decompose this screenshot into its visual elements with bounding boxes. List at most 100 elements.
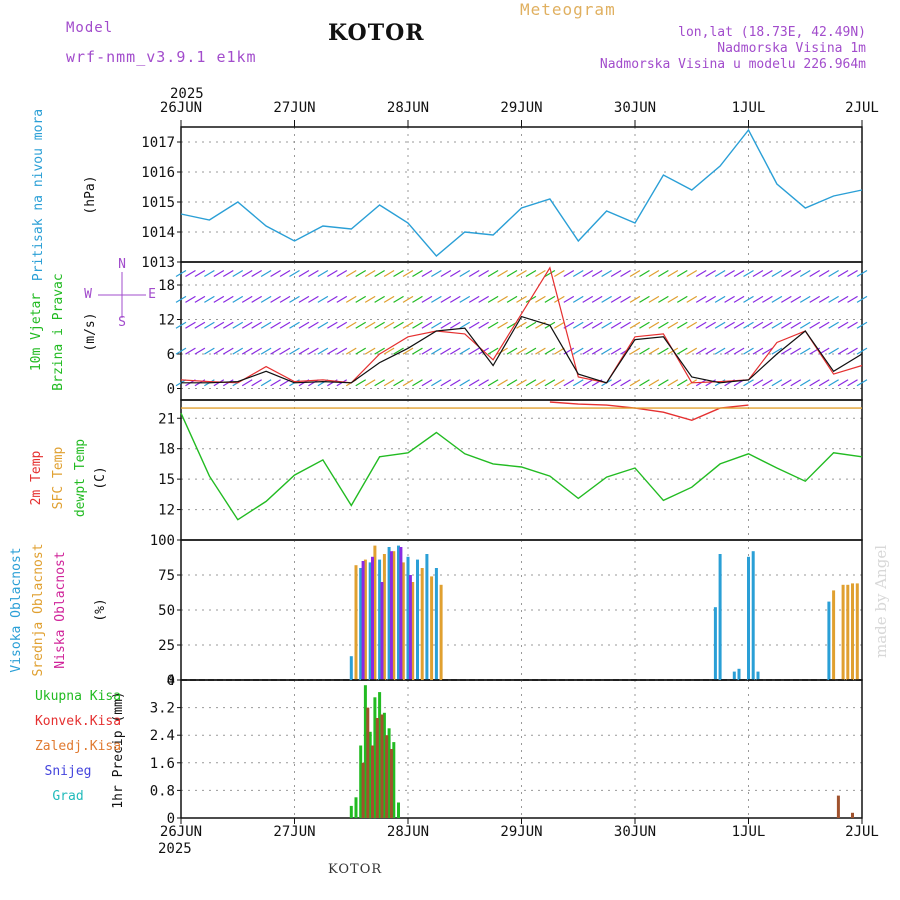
wind-barb — [355, 269, 367, 278]
wind-barb — [204, 269, 215, 278]
bar-visoka-oblacnost — [406, 556, 410, 680]
bar-srednja-oblacnost — [439, 584, 443, 680]
wind-barb — [582, 269, 594, 278]
wind-barb — [676, 321, 688, 329]
wind-barb — [279, 321, 291, 329]
wind-barb — [308, 347, 319, 355]
wind-barb — [431, 269, 442, 278]
y-tick-label: 1013 — [141, 255, 175, 271]
wind-barb — [695, 347, 707, 355]
bar-konvek-kisa — [371, 745, 374, 818]
bar-visoka-oblacnost — [732, 671, 736, 680]
y-tick-label: 25 — [158, 638, 175, 654]
wind-barb — [724, 295, 735, 303]
wind-barb — [241, 269, 253, 278]
wind-barb — [572, 269, 584, 278]
wind-barb — [733, 269, 745, 278]
y-tick-label: 0 — [167, 382, 175, 398]
wind-barb — [298, 321, 310, 329]
wind-barb — [771, 295, 783, 303]
wind-barb — [847, 379, 858, 387]
wind-barb — [818, 321, 830, 329]
wind-barb — [535, 295, 546, 303]
wind-barb — [194, 269, 206, 278]
wind-barb — [393, 347, 404, 355]
panel-temperature: 12 15 18 21 — [158, 399, 863, 541]
wind-barb — [478, 321, 489, 329]
bar-konvek-kisa — [366, 707, 370, 818]
wind-barb — [743, 321, 754, 329]
wind-barb — [601, 269, 612, 278]
x-tick-label-top: 30JUN — [614, 100, 656, 116]
wind-barb — [222, 295, 234, 303]
wind-barb — [478, 269, 489, 278]
wind-barb — [563, 379, 575, 387]
wind-barb — [175, 321, 187, 329]
bar-konvek-kisa — [389, 749, 393, 818]
bar-srednja-oblacnost — [411, 582, 415, 680]
wind-barb — [554, 295, 565, 303]
wind-dir-w: W — [84, 287, 92, 302]
legend-precip-snijeg: Snijeg — [45, 764, 92, 779]
wind-barb — [799, 379, 811, 387]
footer-title: KOTOR — [328, 862, 383, 877]
y-tick-label: 4 — [167, 673, 175, 689]
wind-barb — [478, 295, 489, 303]
y-tick-label: 1017 — [141, 135, 175, 151]
ylabel-temp-sfc: SFC Temp — [51, 447, 66, 510]
wind-barb — [194, 321, 206, 329]
wind-barb — [213, 321, 225, 329]
wind-barb — [185, 347, 196, 355]
wind-barb — [327, 321, 338, 329]
wind-barb — [809, 269, 821, 278]
wind-barb — [402, 321, 414, 329]
series-line-dewpt-temp — [180, 412, 863, 521]
bar-srednja-oblacnost — [354, 565, 358, 680]
model-label: Model — [66, 20, 114, 36]
x-tick-label-top: 28JUN — [387, 100, 429, 116]
wind-barb — [676, 269, 688, 278]
wind-barb — [402, 269, 414, 278]
wind-barb — [591, 269, 603, 278]
wind-barb — [232, 347, 244, 355]
bar-ukupna-kisa — [354, 797, 358, 818]
wind-barb — [781, 295, 792, 303]
wind-barb — [610, 379, 622, 387]
wind-barb — [298, 269, 310, 278]
wind-barb — [459, 295, 471, 303]
wind-barb — [525, 379, 537, 387]
wind-barb — [327, 269, 338, 278]
wind-barb — [743, 269, 754, 278]
wind-barb — [279, 295, 291, 303]
panel-frame — [180, 261, 863, 401]
bar-visoka-oblacnost — [397, 545, 400, 680]
wind-barb — [752, 295, 764, 303]
wind-barb — [412, 347, 423, 355]
wind-barb — [686, 295, 698, 303]
wind-barb — [459, 321, 471, 329]
bar-niska-oblacnost — [371, 556, 374, 680]
y-tick-label: 1016 — [141, 165, 175, 181]
wind-barb — [743, 295, 754, 303]
wind-barb — [336, 295, 348, 303]
bar-konvek-kisa — [385, 735, 389, 818]
wind-barb — [393, 269, 404, 278]
wind-barb — [743, 347, 754, 355]
wind-barb — [818, 295, 830, 303]
bar-niska-oblacnost — [380, 582, 384, 680]
wind-barb — [345, 321, 357, 329]
ylabel-temp-unit: (C) — [93, 466, 108, 489]
wind-barb — [781, 269, 792, 278]
wind-barb — [468, 295, 480, 303]
wind-barb — [837, 379, 849, 387]
wind-barb — [781, 379, 792, 387]
wind-barb — [497, 347, 508, 355]
wind-barb — [724, 321, 735, 329]
wind-barb — [487, 269, 499, 278]
bar-ukupna-kisa — [359, 745, 363, 818]
ylabel-pressure-unit: (hPa) — [83, 175, 98, 214]
wind-barb — [695, 321, 707, 329]
legend-precip-grad: Grad — [52, 789, 83, 804]
wind-barb — [705, 321, 716, 329]
wind-barb — [260, 321, 272, 329]
